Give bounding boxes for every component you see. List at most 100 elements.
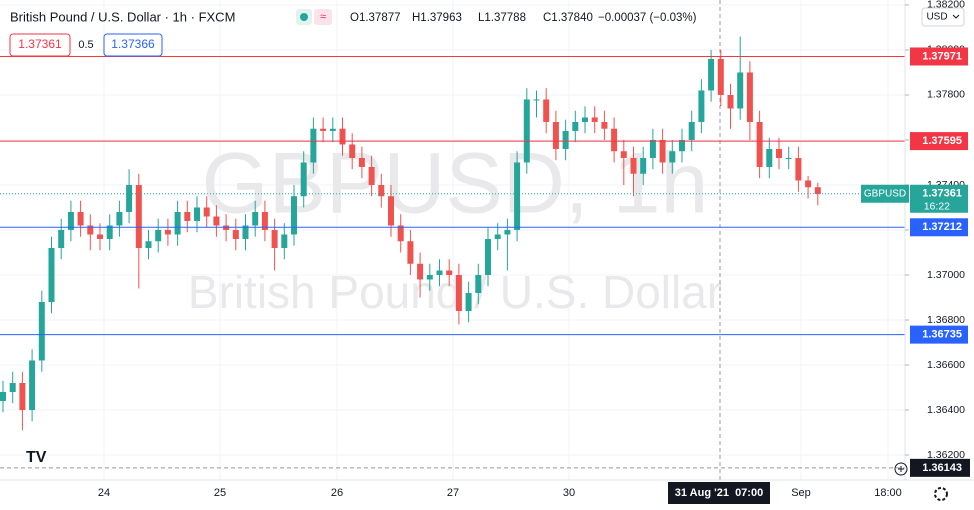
y-tick-label: 1.36800 (927, 314, 965, 326)
candle-body (746, 72, 753, 122)
candle-body (407, 241, 414, 264)
candle-body (727, 94, 734, 109)
candle-body (620, 151, 627, 158)
candle-body (77, 211, 84, 226)
candle-body (717, 58, 724, 95)
ohlc-value: C1.37840 (543, 12, 593, 24)
level-box (910, 132, 968, 151)
candle-body (48, 247, 55, 302)
candle-body (640, 157, 647, 174)
crosshair-x-box (668, 482, 770, 504)
level-box (910, 47, 968, 66)
logo: TV (26, 449, 47, 466)
candle-body (582, 117, 588, 122)
sell-button[interactable] (9, 33, 71, 57)
candle-body (106, 225, 113, 239)
candle-body (135, 184, 142, 248)
candle-body (533, 99, 540, 101)
symbol-label: GBPUSD (864, 188, 906, 199)
candle-body (174, 211, 181, 235)
level-box (910, 325, 968, 344)
candle-body (19, 383, 26, 411)
candle-body (116, 211, 123, 226)
candle-body (67, 211, 74, 230)
y-tick-label: 1.36600 (927, 359, 965, 371)
candle-body (213, 216, 220, 226)
candle-body (339, 128, 346, 145)
candle-body (232, 229, 239, 239)
candle-body (756, 121, 763, 167)
candle-body (58, 229, 65, 248)
candle-body (261, 211, 268, 230)
candle-body (38, 301, 45, 361)
candle-body (766, 148, 773, 167)
settings-button[interactable] (934, 487, 948, 501)
x-tick-label: 26 (331, 487, 343, 499)
candle-body (698, 90, 705, 122)
candle-body (397, 225, 404, 242)
candle-body (291, 196, 297, 235)
x-tick-label: 25 (214, 487, 226, 499)
last-price-label: 1.37361 (922, 188, 962, 200)
candle-body (737, 72, 744, 109)
level-label: 1.36735 (922, 329, 962, 341)
candle-body (572, 121, 579, 131)
candle-body (649, 139, 656, 158)
candle-body (446, 270, 453, 275)
y-tick-label: 1.37800 (927, 89, 965, 101)
candle-body (97, 234, 103, 239)
candle-body (679, 139, 685, 152)
candle-body (776, 148, 782, 158)
crosshair-x-label: 31 Aug '21 07:00 (675, 487, 763, 499)
candle-body (271, 229, 278, 248)
candle-body (630, 157, 637, 174)
approx-icon: ≈ (320, 11, 326, 23)
candle-body (145, 241, 152, 248)
candle-body (611, 128, 618, 152)
add-button[interactable] (894, 462, 908, 476)
spread: 0.5 (78, 39, 93, 51)
candle-body (349, 144, 356, 158)
y-tick-label: 1.37000 (927, 269, 965, 281)
x-tick-label: 27 (447, 487, 459, 499)
candle-body (164, 229, 171, 235)
candle-body (494, 234, 501, 239)
symbol-box (861, 184, 909, 203)
candle-body (562, 130, 569, 149)
candle-body (300, 162, 307, 197)
axes: 1.382001.380001.378001.376001.374001.372… (98, 0, 970, 504)
candle-body (708, 58, 715, 91)
level-label: 1.37595 (922, 135, 962, 147)
sell-price: 1.37361 (18, 37, 62, 51)
candle-body (814, 187, 821, 194)
candle-body (87, 225, 94, 235)
candle-body (0, 392, 6, 402)
candle-body (669, 151, 676, 163)
add-icon (898, 466, 904, 472)
buy-price: 1.37366 (111, 37, 155, 51)
candle-body (329, 128, 336, 131)
currency-select[interactable] (921, 7, 965, 27)
candle-body (475, 274, 482, 293)
candle-body (252, 211, 259, 226)
crosshair-y-label: 1.36143 (922, 462, 962, 474)
candle-body (194, 207, 200, 221)
candle-body (310, 128, 317, 163)
candle-body (388, 196, 394, 226)
candle-body (184, 211, 191, 221)
watermark-name: British Pound / U.S. Dollar (188, 266, 722, 318)
candle-body (601, 121, 608, 129)
ohlc-legend: O1.37877 H1.37963 L1.37788 C1.37840 −0.00037… (350, 12, 697, 24)
currency: USD (926, 12, 947, 23)
candle-body (320, 128, 327, 131)
buy-button[interactable] (103, 33, 163, 57)
indicator-badge[interactable] (314, 9, 332, 25)
candle-body (9, 383, 16, 393)
grid (0, 0, 905, 480)
candle-body (504, 229, 511, 235)
candle-body (552, 121, 559, 149)
y-tick-label: 1.36400 (927, 404, 965, 416)
x-tick-label: Sep (791, 487, 811, 499)
x-tick-label: 30 (563, 487, 575, 499)
